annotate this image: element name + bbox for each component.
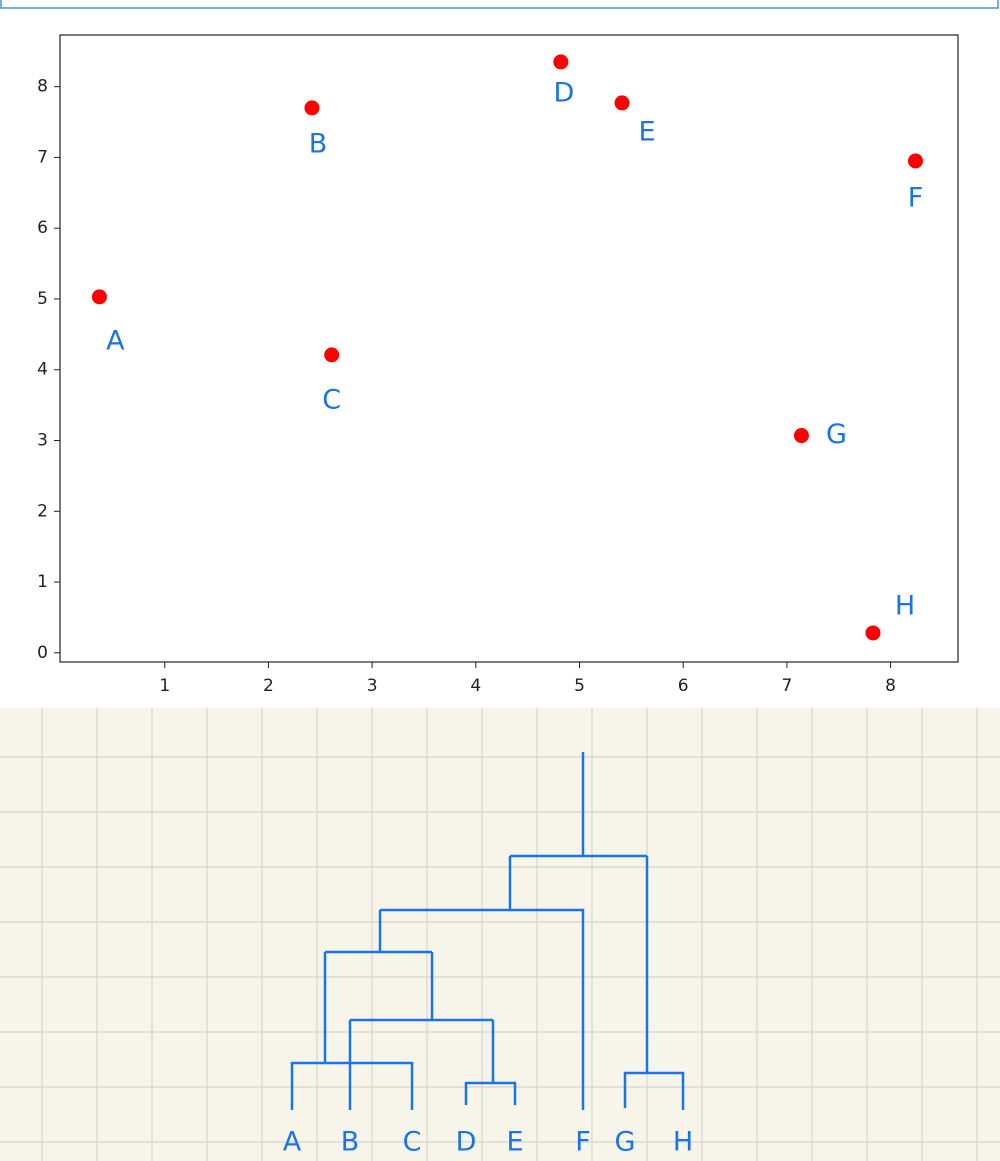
point — [865, 625, 881, 641]
point-label: G — [826, 419, 847, 450]
point-label: C — [322, 384, 341, 415]
y-tick-label: 8 — [37, 77, 48, 97]
y-tick-label: 3 — [37, 430, 48, 450]
x-tick-label: 5 — [574, 676, 585, 696]
leaf-label: C — [403, 1127, 422, 1158]
leaf-label: E — [506, 1127, 523, 1158]
y-tick-label: 4 — [37, 360, 48, 380]
point-label: D — [553, 77, 574, 108]
paper-background — [0, 708, 1000, 1161]
plot-frame — [59, 34, 959, 663]
point — [324, 347, 340, 363]
y-tick-label: 0 — [37, 643, 48, 663]
scatter-plot: 1 2 3 4 5 6 7 8 0 1 2 3 4 5 6 7 8 A B C D E F G H — [37, 34, 959, 696]
leaf-label: H — [673, 1127, 693, 1158]
point — [907, 153, 923, 169]
y-tick-label: 7 — [37, 147, 48, 167]
point-label: B — [309, 128, 328, 159]
x-tick-label: 7 — [781, 676, 792, 696]
point-label: E — [638, 116, 655, 147]
point — [304, 100, 320, 116]
y-tick-label: 1 — [37, 572, 48, 592]
x-tick-label: 6 — [678, 676, 689, 696]
grid-paper — [0, 708, 1000, 1161]
dendrogram-branches — [290, 752, 685, 1110]
selection-box — [0, 0, 999, 9]
x-tick-label: 4 — [470, 676, 481, 696]
point — [553, 54, 569, 70]
x-tick-label: 2 — [263, 676, 274, 696]
leaf-label: G — [615, 1127, 636, 1158]
leaf-label: A — [283, 1127, 302, 1158]
point-label: H — [895, 590, 915, 621]
leaf-label: D — [456, 1127, 477, 1158]
point-label: A — [106, 325, 125, 356]
point-label: F — [908, 182, 924, 213]
y-tick-label: 2 — [37, 501, 48, 521]
x-tick-label: 3 — [367, 676, 378, 696]
leaf-label: B — [341, 1127, 360, 1158]
point — [91, 289, 107, 305]
x-tick-label: 1 — [159, 676, 170, 696]
y-tick-label: 6 — [37, 218, 48, 238]
point — [614, 95, 630, 111]
y-tick-label: 5 — [37, 289, 48, 309]
x-tick-label: 8 — [885, 676, 896, 696]
leaf-label: F — [575, 1127, 591, 1158]
point — [793, 428, 809, 444]
